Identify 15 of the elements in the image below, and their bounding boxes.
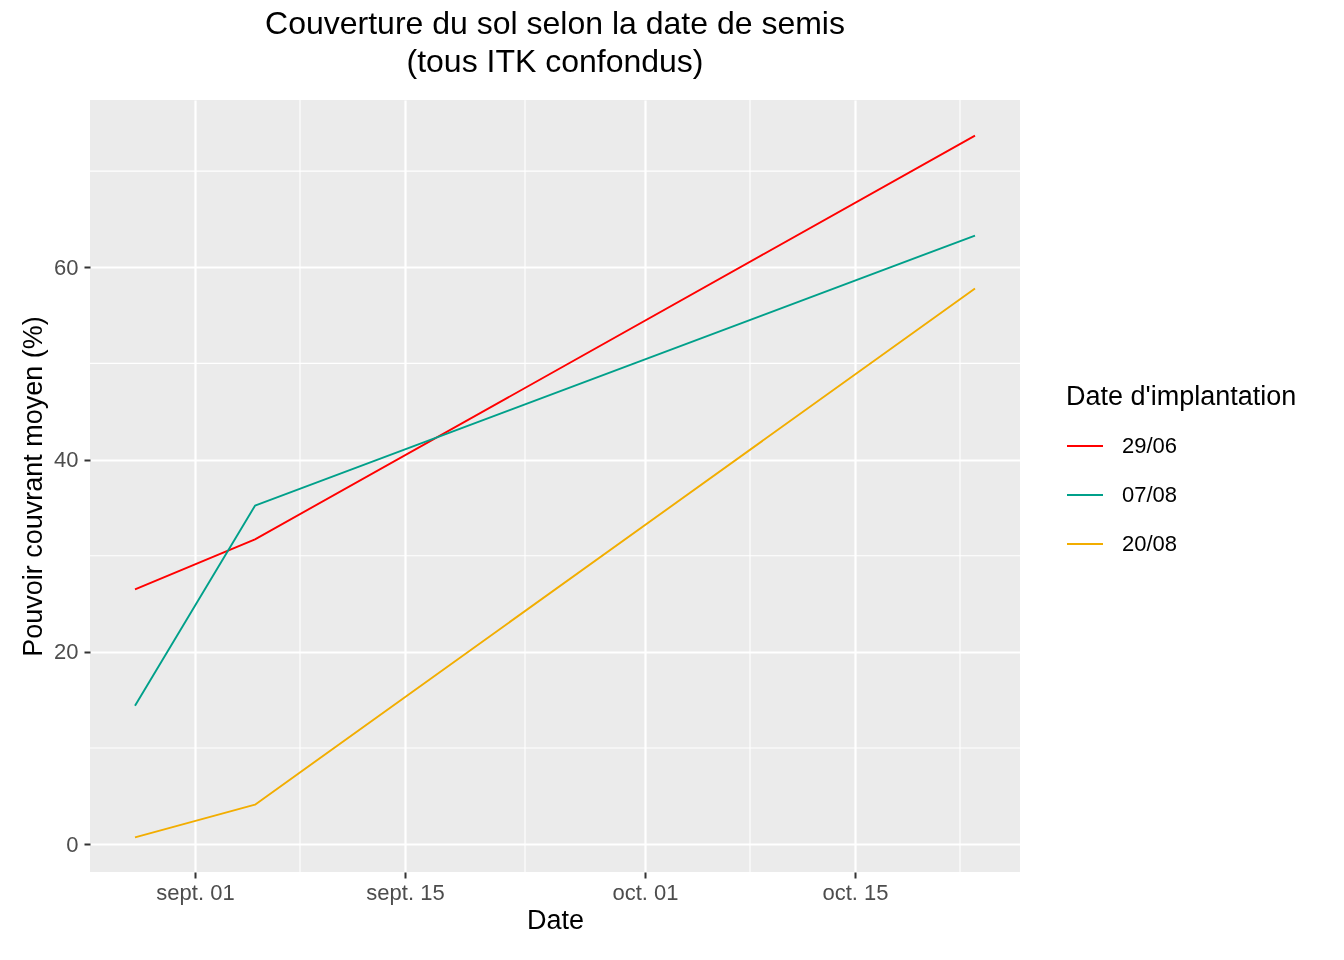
y-axis-title: Pouvoir couvrant moyen (%) [18, 316, 49, 657]
y-tick-label: 40 [54, 447, 79, 473]
x-tick-label: oct. 15 [822, 879, 889, 905]
y-tick-label: 60 [54, 254, 79, 280]
y-tick-label: 20 [54, 639, 79, 665]
x-tick-label: oct. 01 [612, 879, 679, 905]
x-tick-label: sept. 01 [156, 879, 235, 905]
chart-title: Couverture du sol selon la date de semis (tous ITK confondus) [265, 5, 845, 80]
legend-label: 20/08 [1122, 531, 1178, 556]
x-tick-label: sept. 15 [366, 879, 445, 905]
legend-label: 07/08 [1122, 482, 1178, 507]
y-tick-label: 0 [66, 831, 79, 857]
legend-label: 29/06 [1122, 433, 1178, 458]
x-axis-title: Date [526, 904, 585, 935]
legend-title: Date d'implantation [1066, 381, 1297, 411]
